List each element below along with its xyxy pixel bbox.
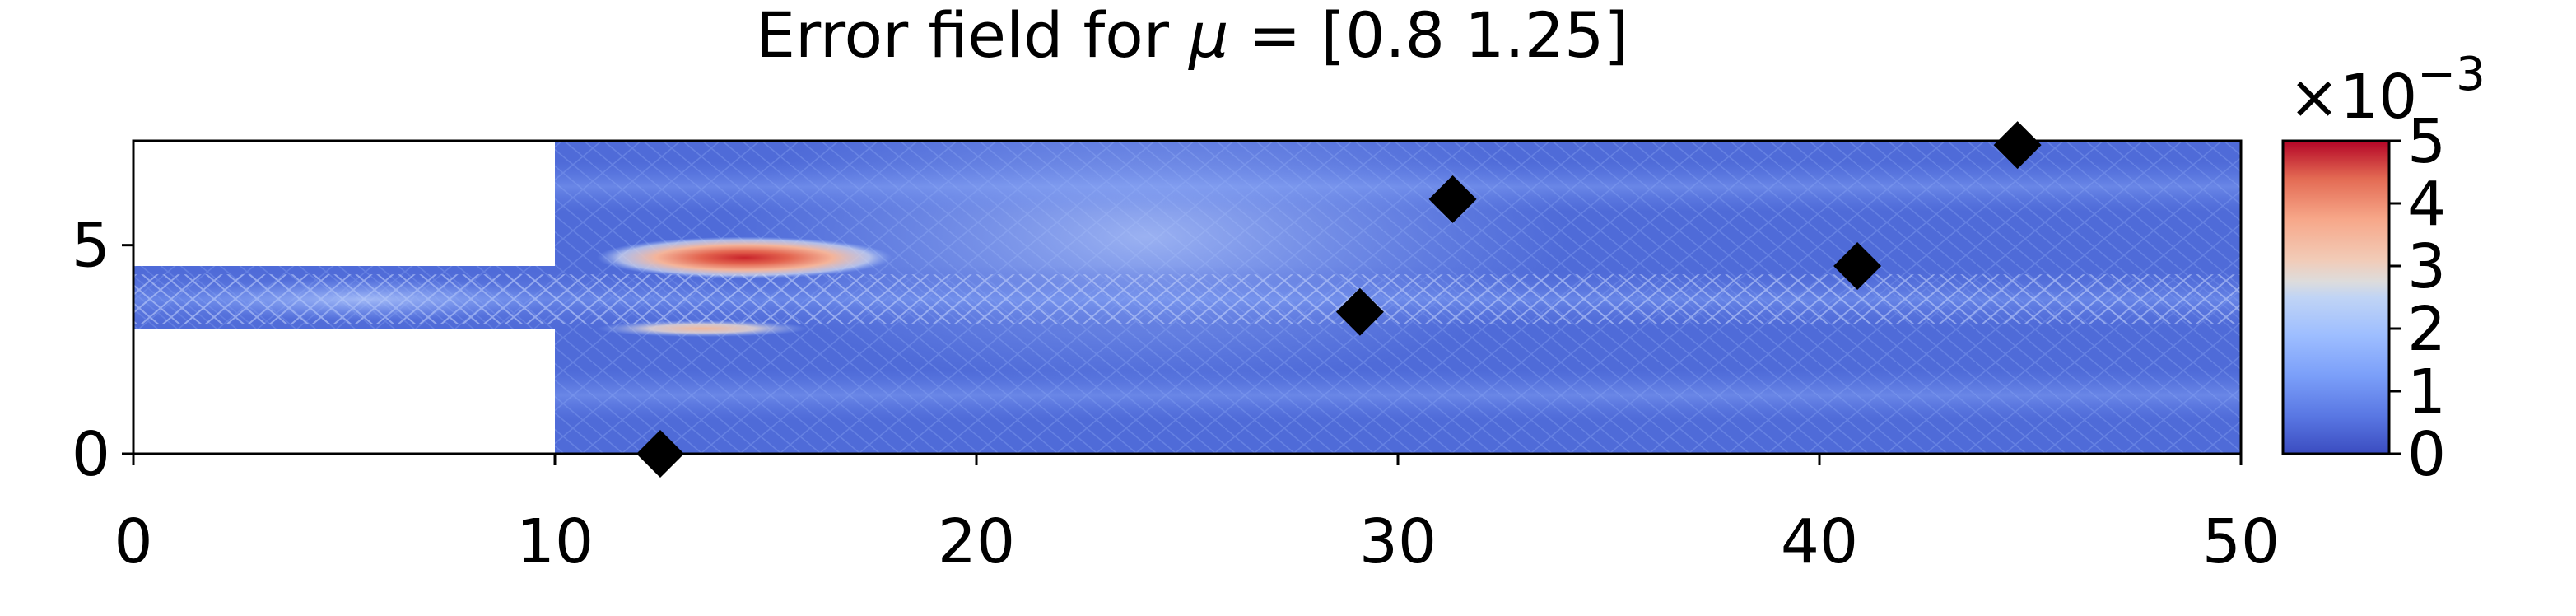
colorbar-tick-label: 4 [2407, 169, 2446, 240]
sensor-marker [636, 430, 684, 478]
axes-frame [132, 139, 2243, 455]
lower-band [555, 370, 2241, 421]
colorbar-tick-label: 1 [2407, 357, 2446, 427]
colorbar-tick-label: 2 [2407, 294, 2446, 365]
x-tick-label: 40 [1781, 506, 1858, 577]
error-field [133, 141, 2241, 454]
colorbar-gradient [2283, 141, 2389, 454]
x-tick-label: 50 [2202, 506, 2280, 577]
y-tick-label: 5 [72, 211, 110, 282]
hotspot-1 [597, 236, 892, 279]
glow-region [723, 141, 1567, 387]
hotspot-2 [597, 320, 808, 338]
sensor-marker [1428, 175, 1477, 223]
colorbar-tick-label: 3 [2407, 231, 2446, 302]
colorbar-frame [2281, 139, 2391, 455]
colorbar-tick-label: 5 [2407, 106, 2446, 177]
x-tick-label: 10 [516, 506, 594, 577]
sensor-marker [1833, 242, 1882, 290]
colorbar-multiplier: ×10−3 [2289, 48, 2485, 133]
x-tick-label: 20 [938, 506, 1015, 577]
x-tick-label: 30 [1359, 506, 1437, 577]
colorbar-tick-label: 0 [2407, 419, 2446, 490]
hotspot-3 [175, 278, 555, 320]
x-tick-label: 0 [114, 506, 152, 577]
sensor-marker [1993, 121, 2042, 170]
sensor-marker [1335, 287, 1384, 336]
plot-area: 0 10 20 30 40 50 0 5 [72, 121, 2280, 577]
upper-band [555, 161, 2241, 212]
y-tick-label: 0 [72, 419, 110, 490]
chart-title: Error field for μ = [0.8 1.25] [756, 0, 1628, 72]
